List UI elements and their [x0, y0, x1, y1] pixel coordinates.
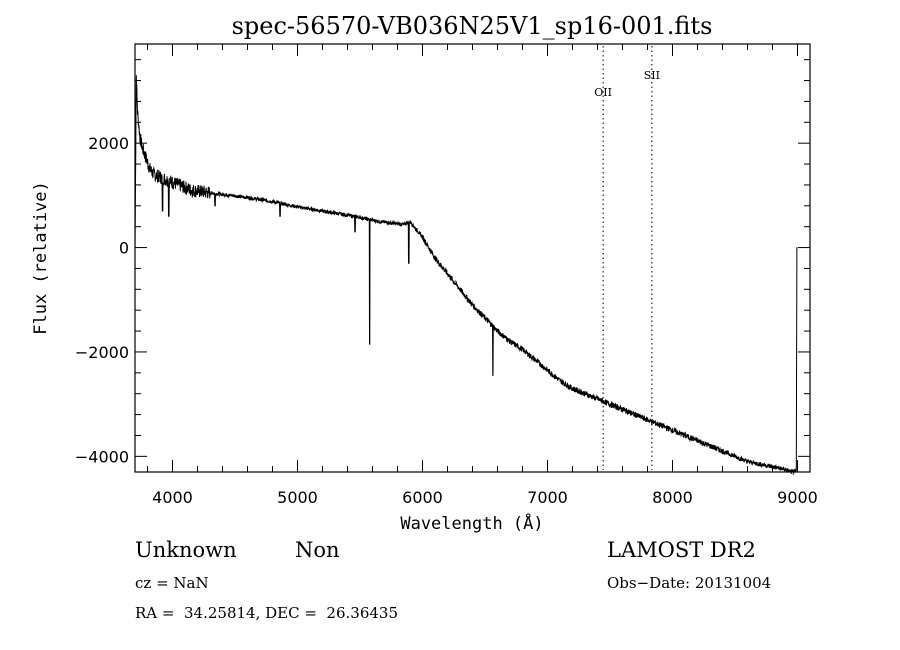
object-subclass: Non	[295, 538, 340, 562]
line-marker-label: OII	[594, 86, 612, 99]
x-tick-label: 8000	[652, 488, 693, 507]
x-tick-label: 7000	[527, 488, 568, 507]
line-markers: OII SII	[594, 46, 660, 470]
redshift-cz: cz = NaN	[135, 574, 209, 592]
object-class: Unknown	[135, 538, 237, 562]
ra-dec: RA = 34.25814, DEC = 26.36435	[135, 604, 399, 622]
x-tick-label: 5000	[277, 488, 318, 507]
y-tick-label: 2000	[88, 134, 129, 153]
spectrum-line	[134, 75, 798, 476]
x-tick-label: 6000	[402, 488, 443, 507]
line-marker-label: SII	[644, 69, 660, 82]
y-tick-label: 0	[119, 239, 129, 258]
y-tick-label: −4000	[75, 447, 129, 466]
y-tick-label: −2000	[75, 343, 129, 362]
obs-date: Obs−Date: 20131004	[607, 574, 772, 592]
x-axis-label: Wavelength (Å)	[400, 512, 543, 534]
axis-ticks: 4000 5000 6000 7000 8000 9000 2000 0 −2000 −4000	[75, 44, 818, 507]
y-axis-label: Flux (relative)	[31, 181, 51, 335]
chart-title: spec-56570-VB036N25V1_sp16-001.fits	[232, 12, 713, 40]
x-tick-label: 9000	[777, 488, 818, 507]
survey-label: LAMOST DR2	[607, 538, 756, 562]
plot-frame	[134, 43, 811, 473]
x-tick-label: 4000	[152, 488, 193, 507]
